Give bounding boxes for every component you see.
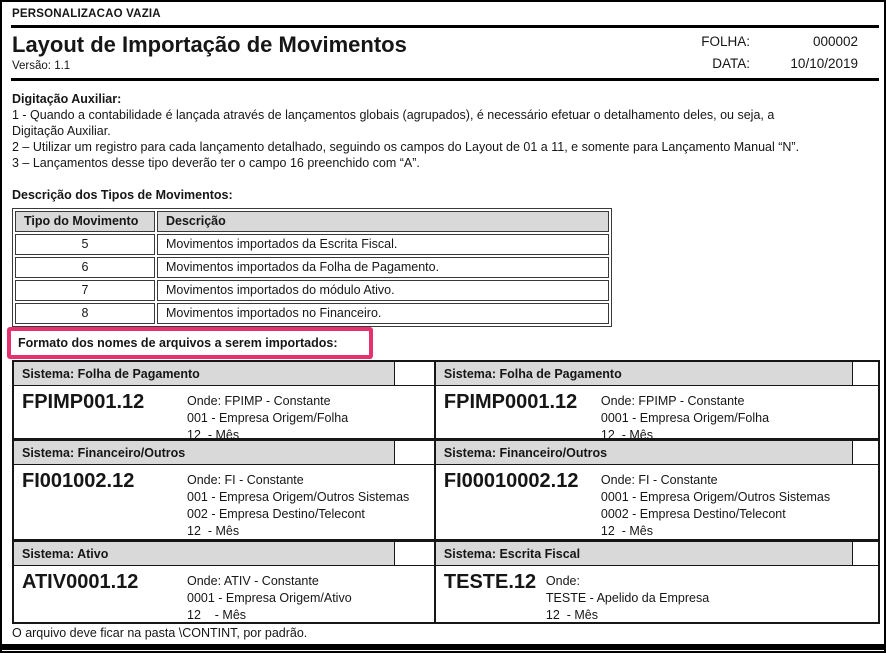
col-header-descricao: Descrição <box>157 211 609 232</box>
filename-example: FI001002.12 <box>22 470 135 492</box>
formats-heading: Formato dos nomes de arquivos a serem im… <box>18 336 338 350</box>
bottom-frame-line <box>2 644 884 650</box>
system-label: Sistema: Escrita Fiscal <box>435 542 852 565</box>
file-formats-table: Sistema: Folha de Pagamento FPIMP001.12 … <box>12 360 880 624</box>
formats-section-financeiro: Sistema: Financeiro/Outros FI001002.12 O… <box>14 441 878 542</box>
table-row: 8 Movimentos importados no Financeiro. <box>15 303 609 324</box>
filename-description: Onde: FPIMP - Constante 001 - Empresa Or… <box>187 394 349 442</box>
cell-tipo: 7 <box>15 280 155 301</box>
page-title: Layout de Importação de Movimentos <box>12 32 407 57</box>
filename-description: Onde: FI - Constante 0001 - Empresa Orig… <box>600 473 831 538</box>
system-header: Sistema: Folha de Pagamento <box>435 362 878 386</box>
cell-descricao: Movimentos importados da Escrita Fiscal. <box>157 234 609 255</box>
table-row: 7 Movimentos importados do módulo Ativo. <box>15 280 609 301</box>
filename-example: FPIMP001.12 <box>22 391 145 413</box>
filename-description: Onde: FPIMP - Constante 0001 - Empresa O… <box>600 394 770 442</box>
version-label: Versão: 1.1 <box>12 60 71 72</box>
system-header: Sistema: Folha de Pagamento <box>14 362 434 386</box>
movements-heading: Descrição dos Tipos de Movimentos: <box>12 188 233 202</box>
system-header: Sistema: Financeiro/Outros <box>435 441 878 465</box>
filename-description: Onde: FI - Constante 001 - Empresa Orige… <box>187 473 410 538</box>
letterhead: PERSONALIZACAO VAZIA <box>12 8 161 20</box>
format-cell: Sistema: Folha de Pagamento FPIMP001.12 … <box>14 362 434 442</box>
format-cell: Sistema: Folha de Pagamento FPIMP0001.12… <box>433 362 878 442</box>
filename-example: TESTE.12 <box>443 571 537 593</box>
data-label: DATA: <box>712 56 750 71</box>
format-cell: Sistema: Escrita Fiscal TESTE.12 Onde: T… <box>433 542 878 622</box>
folha-value: 000002 <box>812 34 858 49</box>
formats-section-ativo-fiscal: Sistema: Ativo ATIV0001.12 Onde: ATIV - … <box>14 542 878 622</box>
header-spacer <box>851 362 878 385</box>
format-detail: FPIMP0001.12 Onde: FPIMP - Constante 000… <box>436 386 878 442</box>
page-meta: FOLHA: 000002 DATA: 10/10/2019 <box>701 34 858 71</box>
cell-descricao: Movimentos importados no Financeiro. <box>157 303 609 324</box>
system-label: Sistema: Folha de Pagamento <box>435 362 852 385</box>
format-detail: TESTE.12 Onde: TESTE - Apelido da Empres… <box>436 566 878 622</box>
format-cell: Sistema: Financeiro/Outros FI001002.12 O… <box>14 441 434 539</box>
header-spacer <box>393 441 434 464</box>
movements-table: Tipo do Movimento Descrição 5 Movimentos… <box>12 208 612 327</box>
data-value: 10/10/2019 <box>790 56 858 71</box>
formats-section-folha: Sistema: Folha de Pagamento FPIMP001.12 … <box>14 362 878 442</box>
filename-description: Onde: TESTE - Apelido da Empresa 12 - Mê… <box>545 574 710 622</box>
footer-note: O arquivo deve ficar na pasta \CONTINT, … <box>12 626 308 640</box>
format-detail: FI00010002.12 Onde: FI - Constante 0001 … <box>436 465 878 539</box>
format-detail: ATIV0001.12 Onde: ATIV - Constante 0001 … <box>14 566 434 622</box>
table-row: 6 Movimentos importados da Folha de Paga… <box>15 257 609 278</box>
format-cell: Sistema: Ativo ATIV0001.12 Onde: ATIV - … <box>14 542 434 622</box>
filename-description: Onde: ATIV - Constante 0001 - Empresa Or… <box>187 574 352 622</box>
cell-descricao: Movimentos importados do módulo Ativo. <box>157 280 609 301</box>
header-spacer <box>851 441 878 464</box>
system-header: Sistema: Escrita Fiscal <box>435 542 878 566</box>
header-spacer <box>393 362 434 385</box>
cell-tipo: 5 <box>15 234 155 255</box>
filename-example: FI00010002.12 <box>443 470 579 492</box>
horizontal-rule-title <box>11 78 879 81</box>
folha-label: FOLHA: <box>701 34 750 49</box>
system-label: Sistema: Folha de Pagamento <box>14 362 394 385</box>
system-label: Sistema: Financeiro/Outros <box>435 441 852 464</box>
aux-section-heading: Digitação Auxiliar: <box>12 92 122 106</box>
format-detail: FPIMP001.12 Onde: FPIMP - Constante 001 … <box>14 386 434 442</box>
header-spacer <box>851 542 878 565</box>
header-spacer <box>393 542 434 565</box>
col-header-tipo: Tipo do Movimento <box>15 211 155 232</box>
format-detail: FI001002.12 Onde: FI - Constante 001 - E… <box>14 465 434 539</box>
table-row: 5 Movimentos importados da Escrita Fisca… <box>15 234 609 255</box>
filename-example: ATIV0001.12 <box>22 571 139 593</box>
cell-descricao: Movimentos importados da Folha de Pagame… <box>157 257 609 278</box>
filename-example: FPIMP0001.12 <box>443 391 578 413</box>
formats-heading-highlight: Formato dos nomes de arquivos a serem im… <box>7 327 373 359</box>
horizontal-rule-top <box>11 25 879 28</box>
system-label: Sistema: Financeiro/Outros <box>14 441 394 464</box>
cell-tipo: 6 <box>15 257 155 278</box>
system-label: Sistema: Ativo <box>14 542 394 565</box>
system-header: Sistema: Financeiro/Outros <box>14 441 434 465</box>
table-header-row: Tipo do Movimento Descrição <box>15 211 609 232</box>
aux-section-body: 1 - Quando a contabilidade é lançada atr… <box>12 108 800 170</box>
format-cell: Sistema: Financeiro/Outros FI00010002.12… <box>433 441 878 539</box>
cell-tipo: 8 <box>15 303 155 324</box>
system-header: Sistema: Ativo <box>14 542 434 566</box>
